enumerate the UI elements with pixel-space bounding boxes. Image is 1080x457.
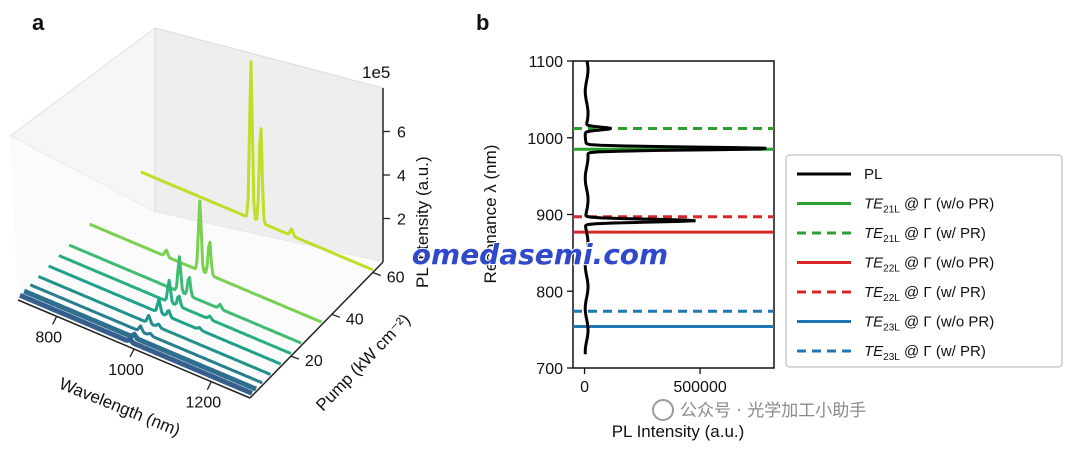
panel-a-3d-chart: 800 1000 1200 20 40 60 2 4 6 PL intensity (a.u.)…: [9, 27, 432, 440]
pump-axis-line: [249, 261, 384, 399]
intensity-tick-label: 2: [397, 212, 406, 229]
pump-tick: [290, 355, 300, 360]
panel-a-ticks: 800 1000 1200 20 40 60 2 4 6: [35, 125, 406, 412]
watermark-secondary: 公众号 · 光学加工小助手: [652, 399, 866, 421]
spectrum-pump-35: [89, 199, 323, 324]
plot-b-frame: [572, 60, 775, 369]
resonance-tick-label: 700: [536, 361, 563, 378]
wavelength-tick: [206, 381, 212, 390]
intensity-offset-label: 1e5: [362, 63, 390, 82]
legend-entry-label: TE22L @ Γ (w/o PR): [864, 255, 994, 275]
legend-entry-label: TE22L @ Γ (w/ PR): [864, 284, 986, 304]
resonance-tick-label: 900: [536, 208, 563, 225]
watermark-secondary-text: 公众号 · 光学加工小助手: [680, 401, 866, 421]
pump-tick-label: 20: [305, 353, 323, 370]
spectrum-pump-25: [68, 243, 302, 345]
legend-entry-label: TE23L @ Γ (w/o PR): [864, 314, 994, 334]
wavelength-tick-label: 800: [35, 329, 62, 346]
legend-entry-label: TE21L @ Γ (w/ PR): [864, 225, 986, 245]
spectrum-pump-1: [19, 292, 254, 396]
wavelength-tick: [129, 348, 135, 358]
pump-tick-label: 40: [346, 311, 364, 328]
pump-tick-label: 60: [387, 269, 405, 286]
panel-a-spectra: [19, 60, 374, 396]
pl-intensity-tick-label: 500000: [673, 379, 726, 396]
resonance-tick-label: 1100: [529, 54, 564, 71]
resonance-tick-label: 1000: [527, 131, 563, 148]
watermark-main: omedasemi.com: [412, 238, 668, 271]
wechat-icon: [652, 399, 674, 421]
intensity-tick-label: 4: [397, 168, 406, 185]
panel-b-ticks: 700 800 900 1000 1100 0 500000: [527, 54, 726, 396]
pump-tick: [331, 313, 341, 318]
panel-a-label: a: [32, 10, 45, 35]
spectrum-pump-20: [58, 254, 292, 355]
wavelength-tick-label: 1200: [186, 395, 222, 412]
mode-lines: [573, 127, 774, 329]
legend-box: [785, 154, 1063, 368]
spectrum-pump-6: [29, 283, 263, 385]
wavelength-tick: [52, 316, 58, 325]
intensity-tick-label: 6: [397, 125, 406, 142]
spectrum-pump-3: [23, 288, 258, 392]
spectrum-pump-15: [48, 264, 282, 366]
legend: PL TE21L @ Γ (w/o PR) TE21L @ Γ (w/ PR) TE2…: [797, 166, 994, 363]
spectrum-pump-60: [140, 60, 374, 272]
pump-tick: [372, 271, 381, 277]
pl-intensity-axis-label: PL Intensity (a.u.): [612, 422, 745, 441]
legend-entry-label: TE21L @ Γ (w/o PR): [864, 196, 994, 216]
panel-b-label: b: [476, 10, 489, 35]
resonance-axis-label: Resonance λ (nm): [481, 145, 500, 284]
wavelength-tick-label: 1000: [108, 362, 144, 379]
panel-b-chart: 700 800 900 1000 1100 0 500000 PL Intensity (a…: [481, 54, 1063, 441]
pl-curve: [583, 60, 767, 355]
legend-entry-label: PL: [864, 166, 882, 183]
pl-intensity-tick-label: 0: [580, 379, 589, 396]
legend-entry-label: TE23L @ Γ (w/ PR): [864, 343, 986, 363]
spectrum-pump-10: [37, 275, 272, 376]
wavelength-axis-label: Wavelength (nm): [57, 374, 184, 440]
intensity-axis-label: PL intensity (a.u.): [413, 156, 432, 288]
resonance-tick-label: 800: [536, 284, 563, 301]
